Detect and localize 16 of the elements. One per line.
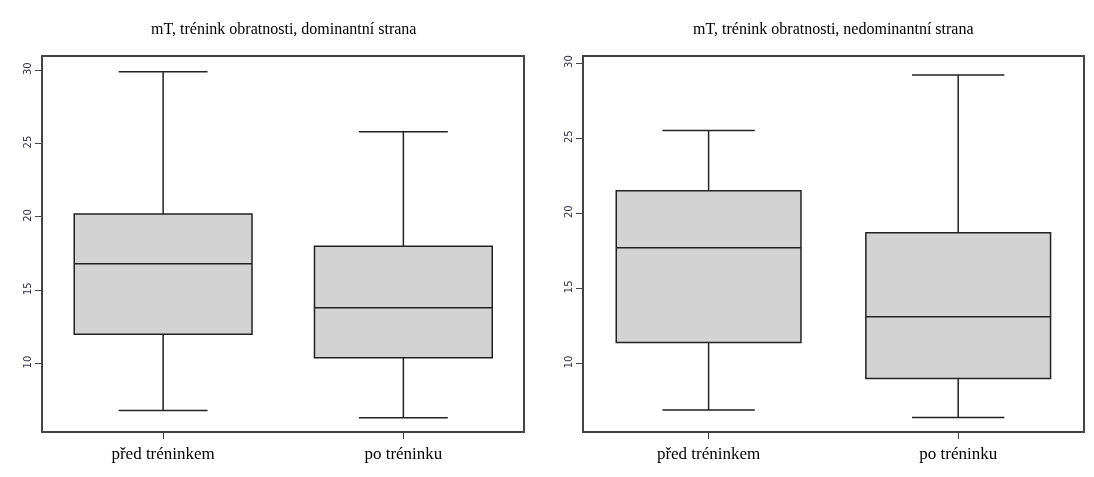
x-tick-label: po tréninku (919, 444, 998, 464)
x-tick-label: po tréninku (364, 444, 443, 464)
y-tick-label: 20 (563, 205, 575, 219)
y-tick-label: 25 (22, 135, 34, 149)
y-tick-label: 30 (22, 62, 34, 76)
y-tick-label: 10 (22, 355, 34, 369)
y-tick-label: 15 (563, 280, 575, 294)
y-tick-label: 25 (563, 130, 575, 143)
y-tick-label: 30 (563, 55, 575, 68)
x-tick-label: před tréninkem (656, 444, 761, 464)
chart-title: mT, trénink obratnosti, dominantní strana (151, 20, 417, 37)
y-tick-label: 15 (22, 282, 34, 296)
y-tick-label: 20 (22, 209, 34, 222)
chart-title: mT, trénink obratnosti, nedominantní strana (693, 20, 974, 37)
x-tick-label: před tréninkem (111, 444, 215, 464)
y-tick-label: 10 (563, 355, 575, 369)
